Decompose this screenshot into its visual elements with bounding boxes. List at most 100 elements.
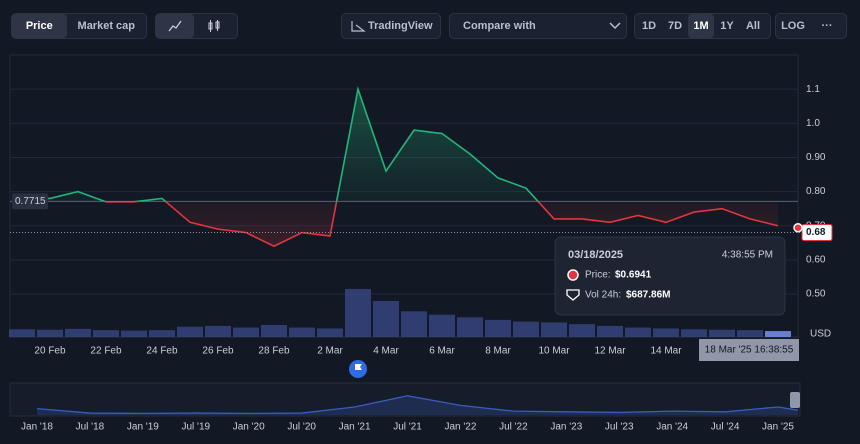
- tooltip-volume-label: Vol 24h:: [585, 290, 621, 301]
- market-cap-tab[interactable]: Market cap: [77, 20, 136, 32]
- tooltip: 03/18/2025 4:38:55 PM Price: $0.6941 Vol 24h…: [554, 236, 786, 316]
- navigator-tick-label: Jan '25: [762, 422, 794, 433]
- navigator-line: [36, 395, 799, 415]
- compare-label: Compare with: [463, 20, 536, 32]
- navigator-tick-label: Jul '22: [499, 422, 528, 433]
- range-group: 1D 7D 1M 1Y All: [634, 13, 771, 39]
- navigator-handle: [790, 392, 800, 408]
- tooltip-price-dot: [567, 269, 579, 281]
- volume-bar: [233, 327, 259, 337]
- range-button[interactable]: 1Y: [720, 20, 734, 32]
- x-tick-label: 28 Feb: [258, 346, 290, 357]
- event-flag[interactable]: [349, 360, 367, 378]
- volume-bar: [149, 330, 175, 337]
- tradingview-button[interactable]: TradingView: [341, 13, 441, 39]
- volume-bar: [541, 322, 567, 337]
- log-button[interactable]: LOG: [781, 20, 805, 32]
- price-line: [22, 86, 779, 248]
- navigator-tick-label: Jan '19: [127, 422, 159, 433]
- volume-bar: [653, 328, 679, 337]
- navigator-tick-label: Jul '21: [393, 422, 422, 433]
- current-price-box: [801, 224, 833, 242]
- more-button[interactable]: ···: [821, 20, 833, 32]
- line-icon: [168, 20, 182, 32]
- navigator-tick-label: Jul '24: [711, 422, 740, 433]
- tooltip-price: $0.6941: [615, 270, 652, 281]
- volume-bar: [513, 321, 539, 337]
- cursor-label: 18 Mar '25 16:38:55: [705, 345, 794, 356]
- chart-style-toggle: [155, 13, 238, 39]
- volume-bar: [765, 331, 791, 337]
- y-tick-label: 0.90: [806, 152, 826, 163]
- y-tick-label: 0.80: [806, 186, 826, 197]
- range-button[interactable]: 7D: [667, 20, 683, 32]
- volume-bar: [457, 317, 483, 337]
- tooltip-bg: [554, 236, 786, 316]
- volume-bar: [177, 326, 203, 337]
- compare-select[interactable]: Compare with: [449, 13, 627, 39]
- navigator-tick-label: Jul '20: [287, 422, 316, 433]
- volume-bar: [681, 329, 707, 337]
- y-tick-label: 1.0: [806, 118, 820, 129]
- y-tick-label: 0.70: [806, 220, 826, 231]
- tooltip-time: 4:38:55 PM: [722, 250, 773, 261]
- line-style[interactable]: [156, 14, 194, 38]
- x-tick-label: 24 Feb: [146, 346, 178, 357]
- tooltip-price-label: Price:: [585, 270, 611, 281]
- navigator-tick-label: Jan '23: [550, 422, 582, 433]
- y-tick-label: 0.50: [806, 289, 826, 300]
- tooltip-volume-icon: [566, 289, 580, 301]
- x-tick-label: 12 Mar: [594, 346, 626, 357]
- volume-bar: [317, 328, 343, 337]
- y-tick-label: 0.60: [806, 255, 826, 266]
- volume-bar: [597, 325, 623, 337]
- baseline-label: 0.7715: [15, 196, 46, 207]
- y-tick-label: 1.1: [806, 84, 820, 95]
- navigator-frame: [9, 382, 801, 417]
- volume-bar: [737, 330, 763, 337]
- tooltip-date: 03/18/2025: [568, 249, 623, 261]
- volume-bar: [345, 289, 371, 337]
- volume-bar: [121, 330, 147, 337]
- baseline-label-bg: [12, 193, 48, 210]
- navigator-tick-label: Jul '19: [181, 422, 210, 433]
- tradingview-label: TradingView: [368, 20, 433, 32]
- volume-bar: [709, 329, 735, 337]
- view-toggle: Price Market cap: [11, 13, 147, 39]
- current-price-label: 0.68: [806, 227, 826, 238]
- navigator-tick-label: Jan '18: [21, 422, 53, 433]
- volume-bar: [205, 325, 231, 337]
- navigator-area: [37, 395, 798, 415]
- x-tick-label: 20 Feb: [34, 346, 66, 357]
- volume-bar: [373, 301, 399, 337]
- price-area: [22, 89, 778, 247]
- volume-bar: [65, 328, 91, 337]
- x-tick-label: 8 Mar: [485, 346, 511, 357]
- x-tick-label: 2 Mar: [317, 346, 343, 357]
- x-tick-label: 10 Mar: [538, 346, 570, 357]
- y-unit: USD: [810, 329, 831, 340]
- range-button[interactable]: 1D: [641, 20, 657, 32]
- chevron: [609, 22, 621, 30]
- volume-bar: [9, 329, 35, 337]
- x-tick-label: 14 Mar: [650, 346, 682, 357]
- x-tick-label: 4 Mar: [373, 346, 399, 357]
- volume-bar: [261, 325, 287, 337]
- cursor-volume: [765, 331, 791, 337]
- volume-bar: [485, 319, 511, 337]
- volume-bar: [625, 327, 651, 337]
- volume-bar: [569, 324, 595, 337]
- extra-group: LOG ···: [775, 13, 847, 39]
- range-button[interactable]: All: [745, 20, 761, 32]
- candle-style[interactable]: [194, 14, 234, 38]
- navigator-tick-label: Jan '22: [444, 422, 476, 433]
- x-tick-label: 26 Feb: [202, 346, 234, 357]
- price-tab[interactable]: Price: [12, 14, 67, 38]
- volume-bar: [289, 327, 315, 337]
- x-tick-label: 22 Feb: [90, 346, 122, 357]
- range-button[interactable]: 1M: [688, 14, 714, 38]
- volume-bar: [401, 311, 427, 337]
- cursor-label-bg: [699, 339, 799, 361]
- navigator-tick-label: Jan '21: [339, 422, 371, 433]
